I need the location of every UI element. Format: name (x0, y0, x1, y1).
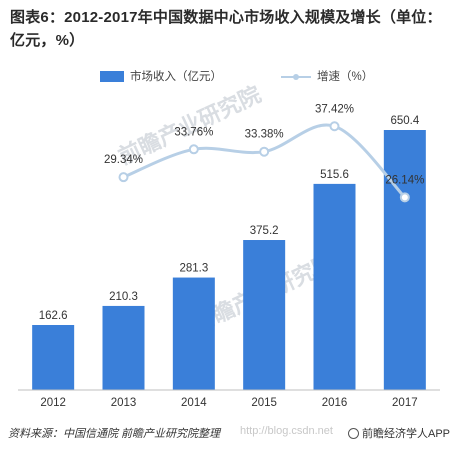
brand: 前瞻经济学人APP (347, 425, 450, 441)
chart-title: 图表6：2012-2017年中国数据中心市场收入规模及增长（单位：亿元，%） (10, 9, 442, 49)
bar-2017 (383, 130, 426, 390)
legend-bar-swatch (100, 70, 124, 82)
bar-label-2017: 650.4 (390, 115, 419, 127)
legend-label-growth: 增速（%） (317, 71, 374, 83)
bar-label-2013: 210.3 (109, 291, 138, 303)
growth-point-2017 (399, 192, 410, 203)
x-tick-2017: 2017 (392, 397, 418, 409)
brand-label: 前瞻经济学人APP (361, 428, 450, 440)
growth-label-2015: 33.38% (245, 129, 284, 141)
growth-point-2013 (118, 172, 129, 183)
x-tick-2016: 2016 (322, 397, 348, 409)
legend: 市场收入（亿元） 增速（%） (0, 68, 460, 88)
growth-label-2017: 26.14% (385, 174, 424, 186)
x-tick-2014: 2014 (181, 397, 207, 409)
growth-label-2016: 37.42% (315, 103, 354, 115)
bar-label-2014: 281.3 (179, 263, 208, 275)
bar-label-2012: 162.6 (39, 310, 68, 322)
growth-point-2016 (329, 121, 340, 132)
bar-label-2016: 515.6 (320, 169, 349, 181)
x-tick-2012: 2012 (40, 397, 66, 409)
bar-2012 (32, 325, 75, 390)
growth-point-2015 (259, 146, 270, 157)
footer: 资料来源：中国信通院 前瞻产业研究院整理 http://blog.csdn.ne… (0, 421, 460, 443)
growth-label-2014: 33.76% (174, 126, 213, 138)
bar-2013 (102, 305, 145, 390)
growth-point-2014 (188, 144, 199, 155)
growth-label-2013: 29.34% (104, 154, 143, 166)
x-tick-2013: 2013 (111, 397, 137, 409)
source-note: 资料来源：中国信通院 前瞻产业研究院整理 (8, 428, 221, 440)
bar-2015 (243, 240, 286, 390)
bar-2014 (172, 277, 215, 390)
brand-logo-icon (347, 427, 359, 439)
x-tick-2015: 2015 (251, 397, 277, 409)
legend-item-revenue: 市场收入（亿元） (100, 68, 222, 84)
legend-label-revenue: 市场收入（亿元） (130, 71, 222, 83)
url-watermark: http://blog.csdn.net (240, 425, 333, 437)
bar-label-2015: 375.2 (250, 225, 279, 237)
legend-line-swatch (281, 71, 311, 82)
bar-2016 (313, 183, 356, 390)
legend-item-growth: 增速（%） (281, 68, 373, 84)
